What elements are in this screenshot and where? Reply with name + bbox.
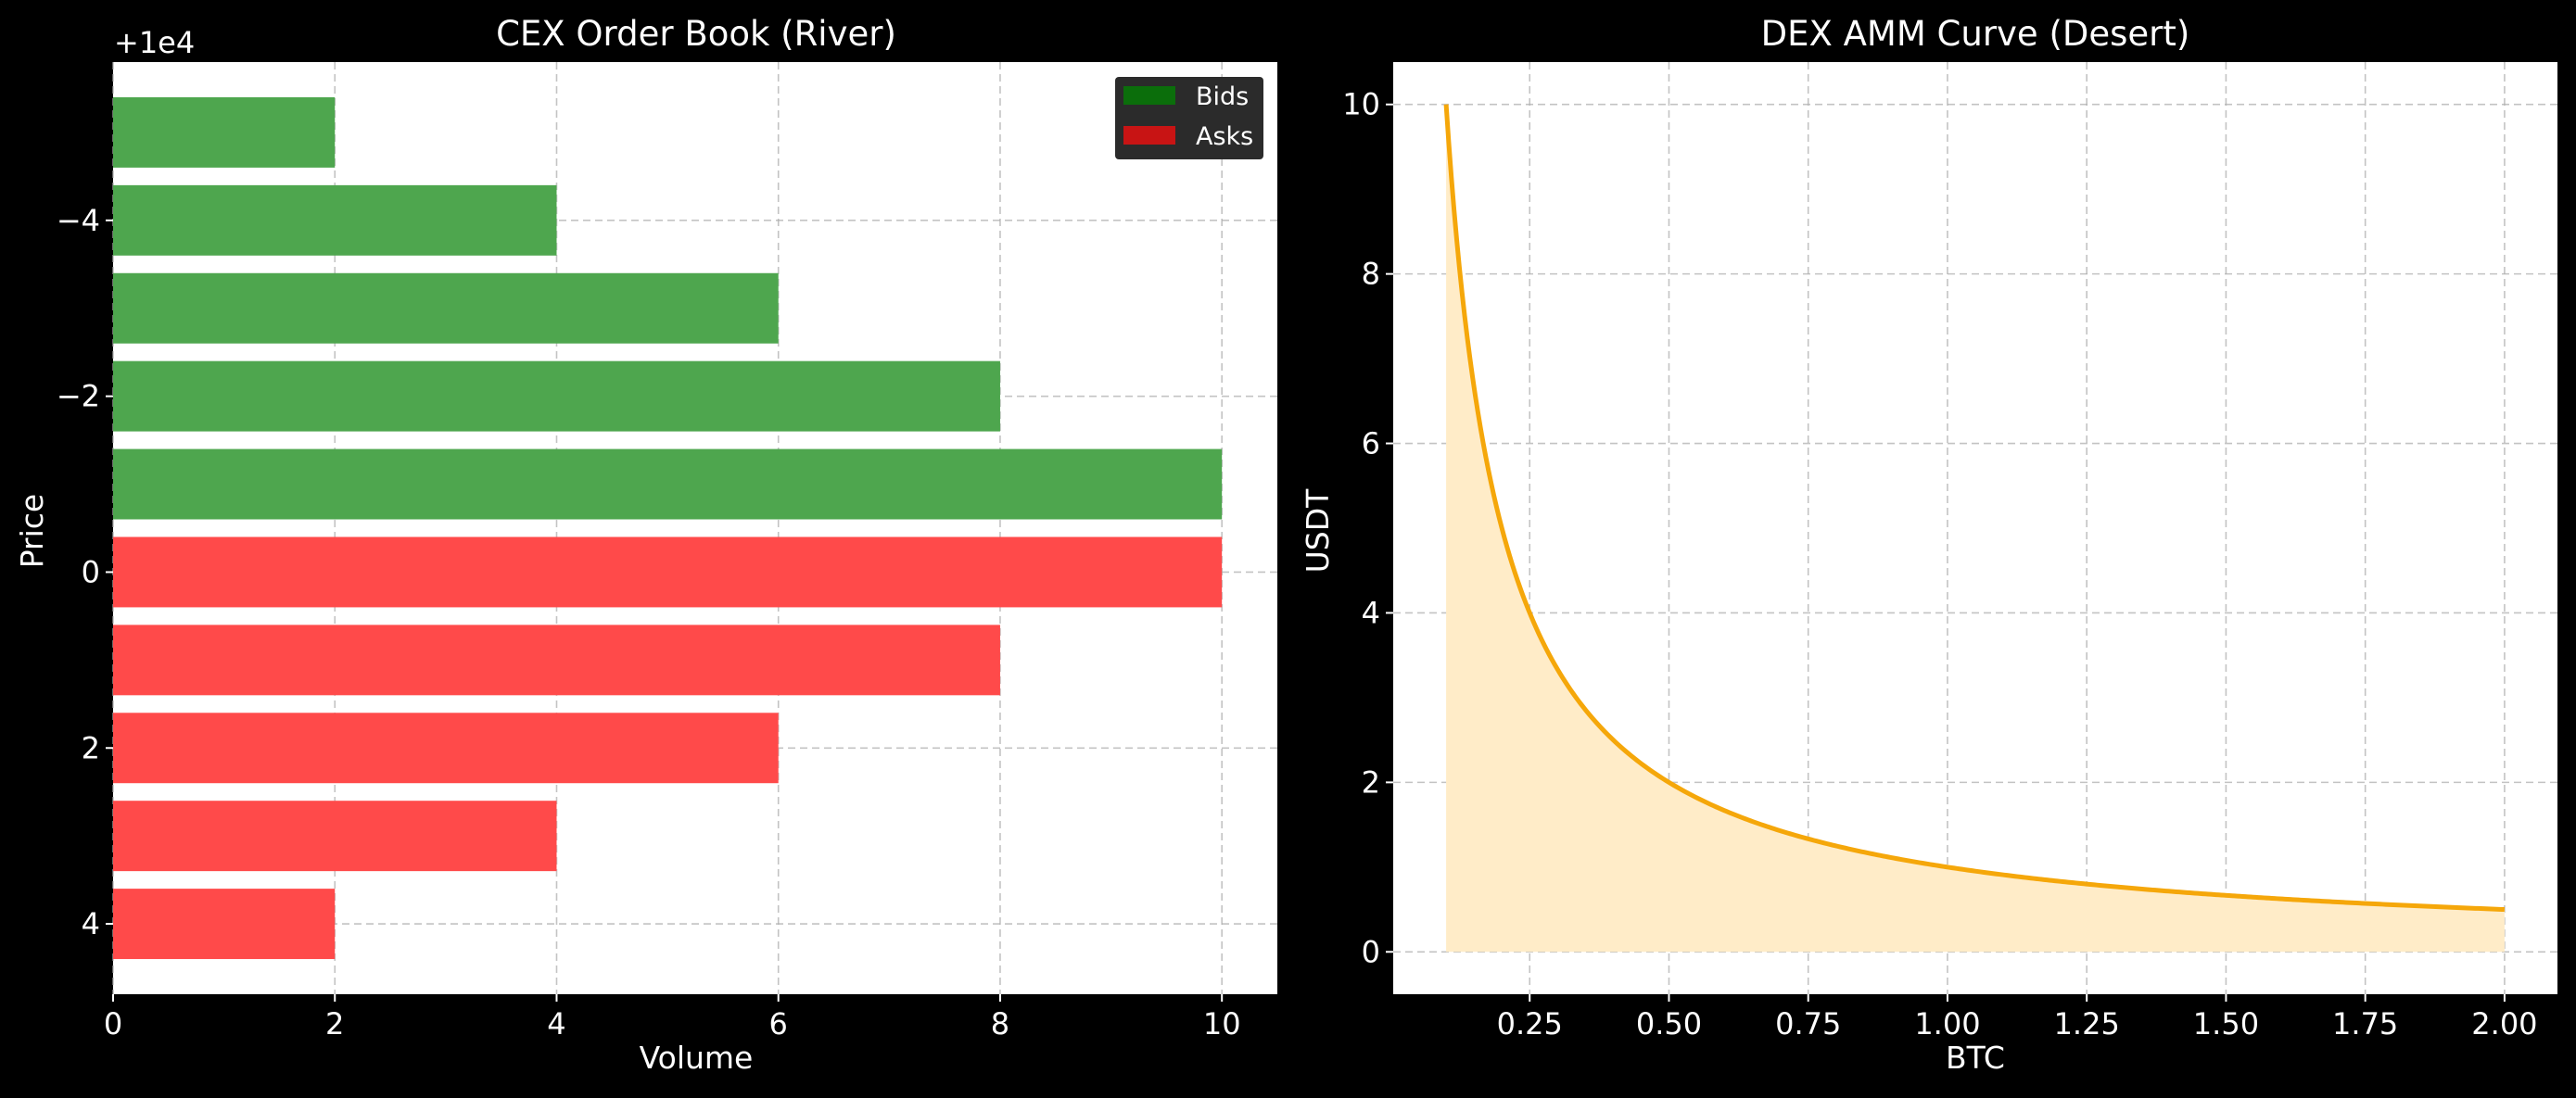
bar-bids-9999	[113, 448, 1223, 520]
y-tick-label: 0	[82, 554, 100, 589]
bar-bids-9997	[113, 272, 779, 344]
y-tick-label: 10	[1342, 87, 1380, 122]
bar-bids-9995	[113, 96, 336, 168]
y-tick-label: 2	[82, 730, 100, 765]
bar-asks-10000	[113, 536, 1223, 608]
order-book-title: CEX Order Book (River)	[496, 14, 896, 54]
y-tick-label: 4	[82, 906, 100, 941]
x-tick-label: 0.75	[1775, 1006, 1841, 1041]
order-book-bars	[113, 96, 1223, 960]
order-book-ticks: 0 2 4 6 8 10 −4 −2 0 2 4	[57, 203, 1241, 1041]
amm-curve-line	[1443, 104, 2506, 913]
x-tick-label: 2.00	[2471, 1006, 2537, 1041]
bar-asks-10004	[113, 889, 336, 960]
legend-swatch-asks	[1123, 126, 1175, 145]
amm-curve-chart: DEX AMM Curve (Desert) 0.25 0.50 0.75 1.00 1…	[1300, 14, 2557, 1076]
bar-bids-9996	[113, 184, 557, 256]
y-tick-label: 8	[1362, 257, 1380, 292]
y-tick-label: 0	[1362, 934, 1380, 969]
order-book-chart: CEX Order Book (River) +1e4 0 2 4 6 8 10−4−20…	[14, 14, 1277, 1076]
x-tick-label: 1.00	[1914, 1006, 1980, 1041]
bar-asks-10002	[113, 713, 779, 784]
order-book-ylabel: Price	[14, 494, 50, 569]
x-tick-label: 10	[1203, 1006, 1241, 1041]
bar-bids-9998	[113, 360, 1000, 432]
x-tick-label: 4	[547, 1006, 565, 1041]
x-tick-label: 1.25	[2054, 1006, 2120, 1041]
bar-asks-10001	[113, 625, 1000, 696]
legend-label-asks: Asks	[1196, 122, 1253, 151]
x-tick-label: 0	[104, 1006, 122, 1041]
x-tick-label: 0.25	[1497, 1006, 1563, 1041]
order-book-legend: Bids Asks	[1115, 77, 1263, 159]
amm-title: DEX AMM Curve (Desert)	[1761, 14, 2190, 54]
y-tick-label: 4	[1362, 595, 1380, 630]
bar-asks-10003	[113, 801, 557, 872]
x-tick-label: 6	[769, 1006, 788, 1041]
y-tick-label: −2	[57, 379, 100, 414]
legend-label-bids: Bids	[1196, 82, 1249, 111]
x-tick-label: 2	[325, 1006, 344, 1041]
x-tick-label: 1.75	[2332, 1006, 2398, 1041]
legend-swatch-bids	[1123, 86, 1175, 105]
amm-xlabel: BTC	[1946, 1040, 2005, 1076]
order-book-xlabel: Volume	[640, 1040, 754, 1076]
y-tick-label: 6	[1362, 426, 1380, 461]
x-tick-label: 8	[991, 1006, 1009, 1041]
order-book-offset-label: +1e4	[114, 25, 195, 60]
x-tick-label: 1.50	[2193, 1006, 2259, 1041]
amm-ticks: 0.25 0.50 0.75 1.00 1.25 1.50 1.75 2.00 0 2 4 6 8 10	[1342, 87, 2537, 1041]
amm-area-fill	[1446, 104, 2505, 953]
amm-curve	[1443, 104, 2506, 953]
amm-ylabel: USDT	[1300, 488, 1336, 574]
y-tick-label: −4	[57, 203, 100, 238]
y-tick-label: 2	[1362, 764, 1380, 800]
x-tick-label: 0.50	[1636, 1006, 1702, 1041]
